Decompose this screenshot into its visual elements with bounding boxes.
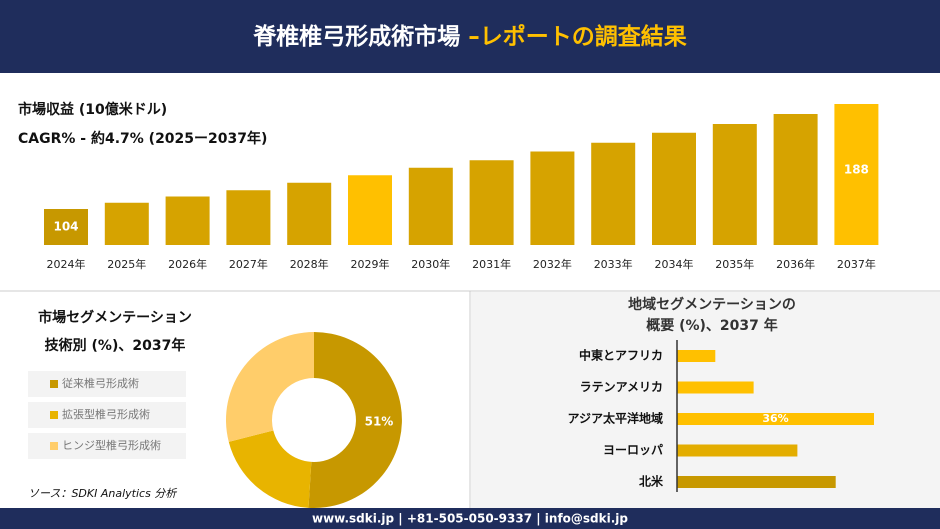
bar bbox=[591, 142, 636, 245]
x-tick-label: 2037年 bbox=[837, 257, 876, 271]
bar bbox=[773, 114, 818, 245]
bar bbox=[652, 132, 696, 245]
bar-subtitle: CAGR% - 約4.7% (2025ー2037年) bbox=[18, 130, 267, 147]
header-bar bbox=[0, 0, 940, 73]
legend-swatch bbox=[50, 380, 58, 388]
bar bbox=[226, 190, 271, 245]
bar bbox=[104, 202, 149, 245]
legend-swatch bbox=[50, 442, 58, 450]
hbar-title: 概要 (%)、2037 年 bbox=[646, 317, 778, 334]
x-tick-label: 2028年 bbox=[290, 257, 329, 271]
x-tick-label: 2027年 bbox=[229, 257, 268, 271]
bar bbox=[165, 196, 210, 245]
bar bbox=[348, 175, 392, 245]
y-tick-label: ヨーロッパ bbox=[603, 443, 663, 457]
x-tick-label: 2032年 bbox=[533, 257, 572, 271]
bar bbox=[677, 350, 716, 362]
donut-subtitle: 技術別 (%)、2037年 bbox=[45, 337, 186, 354]
y-tick-label: アジア太平洋地域 bbox=[567, 411, 663, 426]
legend-label: 従来椎弓形成術 bbox=[62, 376, 139, 390]
data-label: 104 bbox=[53, 220, 78, 234]
bar bbox=[469, 160, 514, 245]
title-accent: –レポートの調査結果 bbox=[468, 23, 687, 50]
x-tick-label: 2026年 bbox=[168, 257, 207, 271]
hbar-title: 地域セグメンテーションの bbox=[628, 296, 796, 313]
y-tick-label: 北米 bbox=[639, 474, 664, 489]
x-tick-label: 2034年 bbox=[655, 257, 694, 271]
footer-contact: www.sdki.jp | +81-505-050-9337 | info@sd… bbox=[312, 512, 628, 526]
bar bbox=[287, 182, 332, 245]
bar bbox=[834, 104, 879, 245]
donut-slice bbox=[308, 332, 402, 508]
bar bbox=[408, 167, 453, 245]
y-tick-label: ラテンアメリカ bbox=[580, 380, 663, 394]
x-tick-label: 2025年 bbox=[107, 257, 146, 271]
x-tick-label: 2031年 bbox=[472, 257, 511, 271]
bar bbox=[44, 209, 88, 245]
bar bbox=[677, 413, 874, 425]
bar bbox=[677, 381, 754, 394]
footer-bar bbox=[0, 508, 940, 529]
x-tick-label: 2036年 bbox=[776, 257, 815, 271]
x-tick-label: 2029年 bbox=[351, 257, 390, 271]
x-tick-label: 2035年 bbox=[715, 257, 754, 271]
bar bbox=[677, 476, 836, 488]
data-label: 188 bbox=[844, 163, 869, 177]
bar-title: 市場収益 (10億米ドル) bbox=[18, 101, 167, 118]
data-label: 36% bbox=[762, 412, 788, 425]
x-tick-label: 2030年 bbox=[411, 257, 450, 271]
y-tick-label: 中東とアフリカ bbox=[579, 348, 663, 363]
panel-bg bbox=[471, 292, 940, 508]
bar bbox=[530, 151, 575, 245]
donut-title: 市場セグメンテーション bbox=[38, 309, 192, 326]
legend-label: 拡張型椎弓形成術 bbox=[62, 407, 150, 421]
legend-swatch bbox=[50, 411, 58, 419]
title-main: 脊椎椎弓形成術市場 bbox=[252, 23, 460, 50]
data-label: 51% bbox=[365, 415, 394, 429]
donut-slice bbox=[228, 430, 312, 508]
x-tick-label: 2024年 bbox=[47, 257, 86, 271]
bar bbox=[712, 124, 757, 245]
source-note: ソース：SDKI Analytics 分析 bbox=[28, 487, 178, 500]
donut-slice bbox=[225, 332, 314, 442]
legend-label: ヒンジ型椎弓形成術 bbox=[62, 438, 161, 452]
header-title: 脊椎椎弓形成術市場 –レポートの調査結果 bbox=[252, 23, 687, 50]
bar bbox=[677, 444, 798, 457]
x-tick-label: 2033年 bbox=[594, 257, 633, 271]
